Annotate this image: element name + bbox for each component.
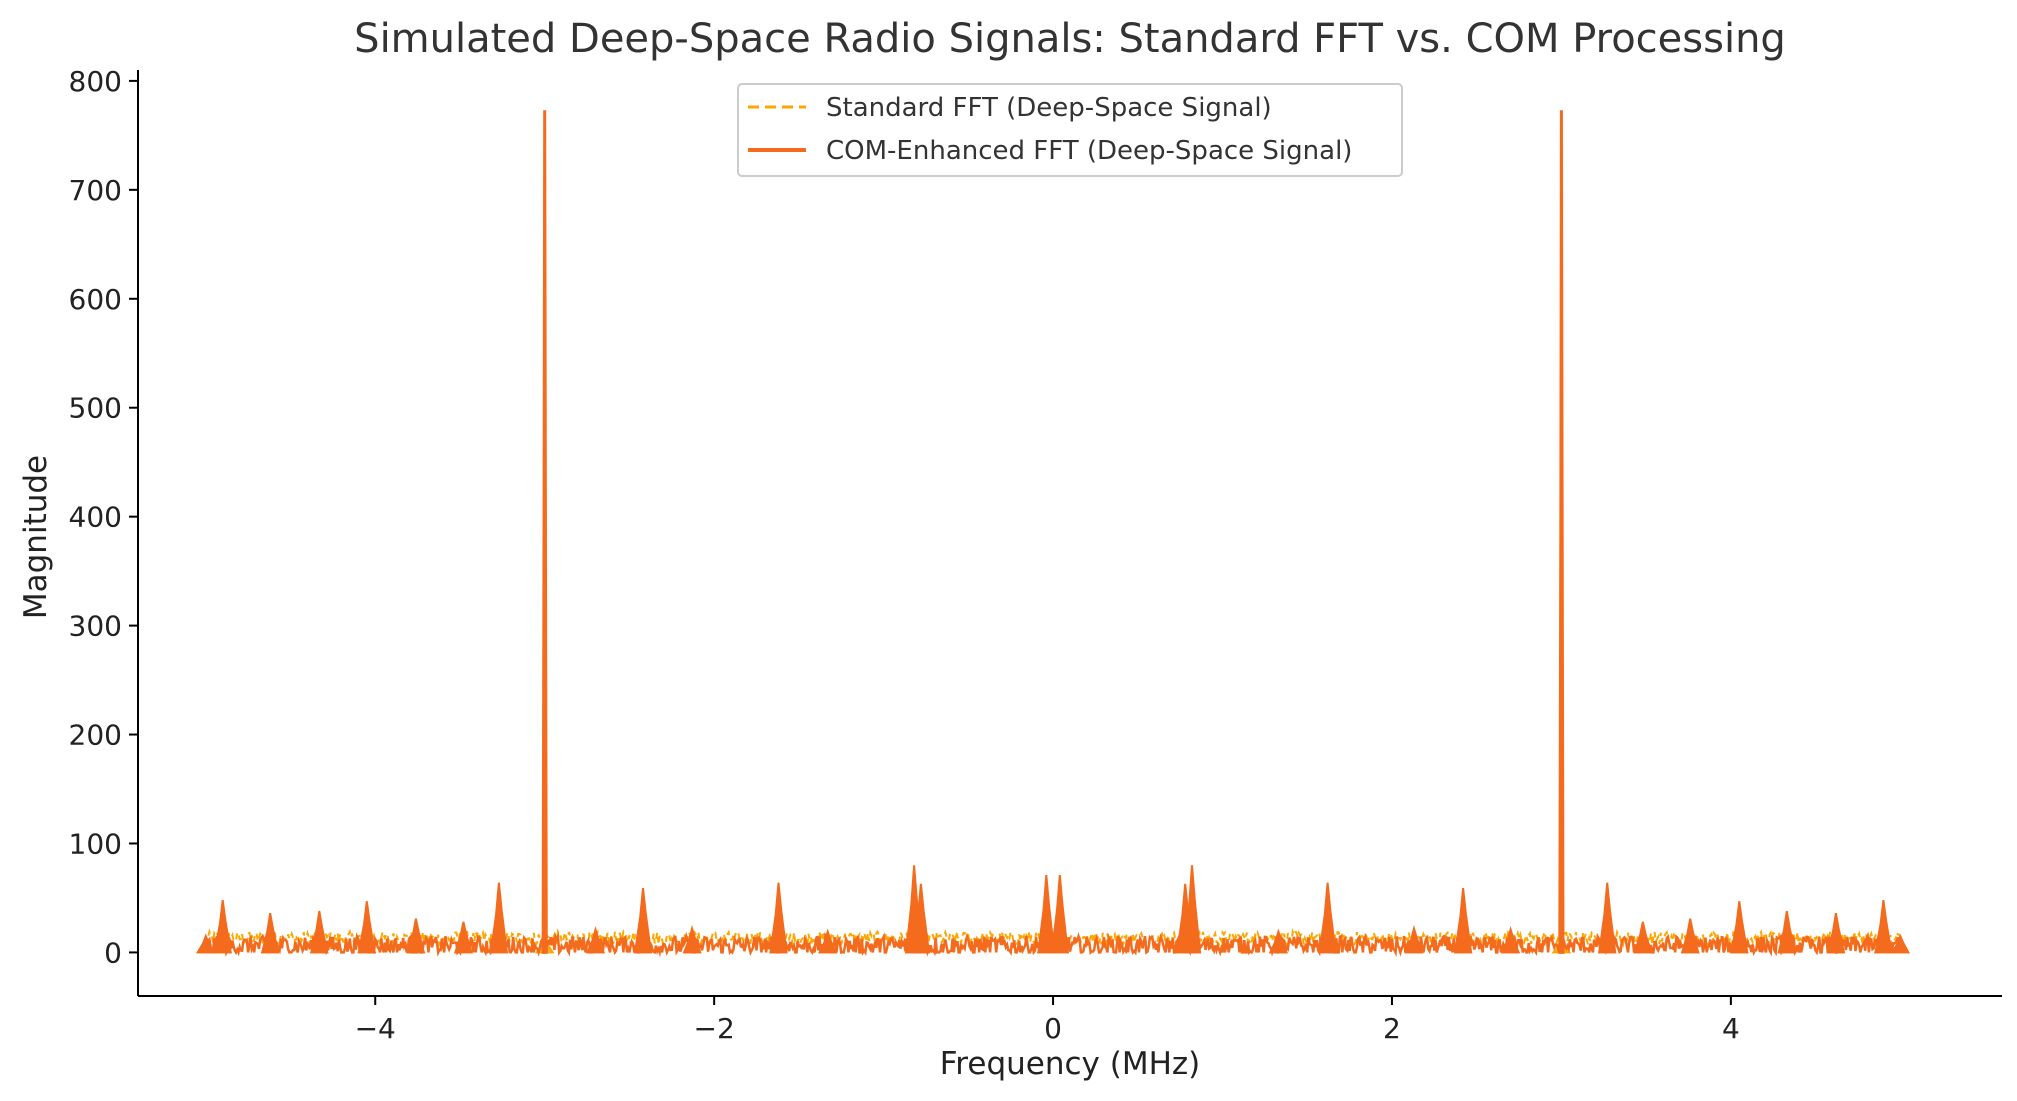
- x-ticks: −4 −2 0 2 4: [355, 996, 1740, 1045]
- data-point-peak: [1558, 110, 1565, 954]
- data-point-peak: [1182, 865, 1202, 954]
- data-point-peak: [1050, 875, 1069, 954]
- data-point-peak: [1404, 924, 1424, 954]
- data-point-peak: [1730, 901, 1749, 954]
- data-point-peak: [1453, 887, 1473, 954]
- y-tick-label: 800: [69, 65, 122, 98]
- data-point-peak: [454, 921, 473, 954]
- y-tick-label: 200: [69, 719, 122, 752]
- y-tick-label: 100: [69, 827, 122, 860]
- data-point-peak: [1890, 933, 1910, 954]
- legend-label-standard-fft: Standard FFT (Deep-Space Signal): [826, 93, 1272, 123]
- data-point-peak: [1268, 928, 1288, 954]
- x-axis-label: Frequency (MHz): [940, 1046, 1201, 1082]
- data-point-peak: [357, 901, 376, 954]
- data-point-peak: [1598, 882, 1617, 954]
- x-tick-label: 0: [1044, 1012, 1062, 1045]
- data-point-peak: [541, 110, 548, 954]
- legend: Standard FFT (Deep-Space Signal) COM-Enh…: [737, 83, 1403, 177]
- data-point-peak: [1037, 875, 1056, 954]
- y-tick-label: 500: [69, 392, 122, 425]
- legend-label-com-fft: COM-Enhanced FFT (Deep-Space Signal): [826, 136, 1352, 166]
- series-com-enhanced-fft: [196, 110, 1910, 958]
- x-tick-label: −4: [355, 1012, 396, 1045]
- legend-box: [737, 83, 1403, 177]
- y-tick-label: 600: [69, 283, 122, 316]
- data-point-peak: [911, 883, 931, 954]
- data-point-peak: [1501, 925, 1521, 954]
- y-tick-label: 300: [69, 610, 122, 643]
- y-tick-label: 400: [69, 501, 122, 534]
- y-tick-label: 0: [104, 936, 122, 969]
- data-point-peak: [1633, 921, 1653, 954]
- data-point-peak: [489, 882, 509, 954]
- y-tick-label: 700: [69, 174, 122, 207]
- data-point-peak: [1680, 918, 1700, 954]
- data-point-peak: [682, 924, 702, 954]
- y-axis-label: Magnitude: [18, 455, 54, 619]
- data-point-peak: [213, 899, 232, 954]
- data-point-peak: [260, 913, 280, 954]
- data-point-peak: [1874, 899, 1893, 954]
- chart-title: Simulated Deep-Space Radio Signals: Stan…: [354, 16, 1786, 62]
- data-point-peak: [633, 887, 653, 954]
- data-point-peak: [196, 933, 216, 954]
- x-tick-label: 2: [1383, 1012, 1401, 1045]
- data-point-peak: [1826, 913, 1846, 954]
- data-point-peak: [818, 928, 838, 954]
- data-point-peak: [1318, 882, 1337, 954]
- data-point-peak: [586, 925, 605, 954]
- x-tick-label: 4: [1722, 1012, 1740, 1045]
- y-ticks: 0 100 200 300 400 500 600 700 800: [69, 65, 138, 969]
- data-point-peak: [1777, 910, 1797, 954]
- data-point-peak: [406, 918, 426, 954]
- plot-area: [196, 110, 1911, 958]
- x-tick-label: −2: [694, 1012, 735, 1045]
- data-point-peak: [310, 910, 329, 954]
- data-point-peak: [769, 882, 788, 954]
